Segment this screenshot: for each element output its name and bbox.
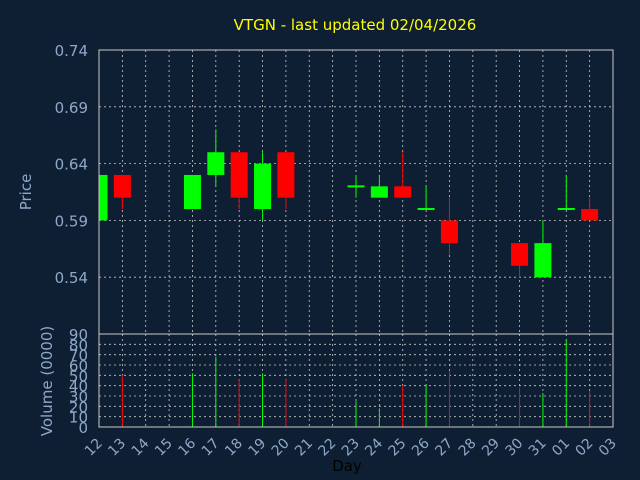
volume-tick-label: 80: [69, 336, 88, 354]
candle-body: [511, 243, 529, 266]
volume-tick-label: 10: [69, 409, 88, 427]
candlestick-series: [98, 129, 599, 278]
x-axis: 12 13 14 15 16 17 18 19 20 21 22 23 24 25 26 27 28 29 30 31…: [82, 435, 620, 459]
price-tick-label: 0.64: [55, 156, 88, 174]
volume-axis-label: Volume (0000): [38, 326, 56, 436]
candle-body: [581, 209, 599, 221]
x-axis-label: Day: [332, 457, 362, 475]
volume-tick-label: 0: [78, 419, 88, 437]
candle-body: [99, 174, 108, 221]
candle-body: [394, 186, 412, 198]
price-axis: 0.74 0.69 0.64 0.59 0.54: [55, 42, 88, 287]
candle-body: [254, 163, 272, 210]
volume-tick-label: 70: [69, 347, 88, 365]
candle-body: [183, 174, 201, 210]
candle-body: [440, 220, 458, 244]
price-axis-label: Price: [17, 174, 35, 211]
candle-body: [207, 152, 225, 175]
volume-tick-label: 50: [69, 367, 88, 385]
volume-series: [121, 339, 591, 427]
price-tick-label: 0.54: [55, 269, 88, 287]
candle-body: [230, 152, 248, 198]
volume-tick-label: 40: [69, 378, 88, 396]
candle-body: [277, 152, 295, 198]
price-tick-label: 0.74: [55, 42, 88, 60]
candle-body: [534, 243, 552, 278]
candle-body: [113, 174, 131, 198]
price-tick-label: 0.59: [55, 212, 88, 230]
volume-tick-label: 60: [69, 357, 88, 375]
chart-title: VTGN - last updated 02/04/2026: [234, 16, 477, 34]
volume-tick-label: 30: [69, 388, 88, 406]
candle-body: [370, 186, 388, 198]
volume-tick-label: 20: [69, 398, 88, 416]
volume-panel-frame: [98, 333, 614, 428]
price-tick-label: 0.69: [55, 99, 88, 117]
volume-tick-label: 90: [69, 326, 88, 344]
